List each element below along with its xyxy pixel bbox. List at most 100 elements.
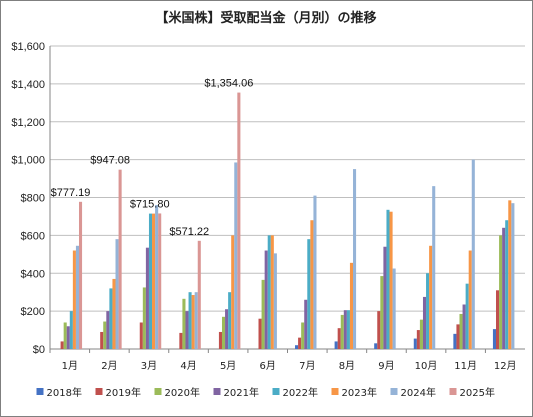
legend-swatch xyxy=(154,388,162,395)
legend-swatch xyxy=(272,388,280,395)
data-label: $715.80 xyxy=(130,198,170,210)
bar-2019年-12月 xyxy=(496,290,500,349)
bar-2018年-12月 xyxy=(492,329,497,349)
bar-2021年-11月 xyxy=(462,304,466,349)
bar-2020年-11月 xyxy=(459,313,463,349)
legend-label: 2018年 xyxy=(47,386,82,399)
bar-2022年-3月 xyxy=(148,213,153,349)
bar-2020年-8月 xyxy=(340,314,344,349)
data-label: $947.08 xyxy=(90,155,130,167)
bar-2024年-1月 xyxy=(75,245,79,349)
data-label: $1,354.06 xyxy=(204,78,253,90)
bar-2021年-8月 xyxy=(343,310,347,349)
x-tick-label: 7月 xyxy=(299,360,315,372)
bar-2022年-8月 xyxy=(346,310,350,349)
bar-2020年-9月 xyxy=(380,276,384,349)
bar-2024年-6月 xyxy=(273,253,277,349)
bar-2025年-4月 xyxy=(197,240,201,349)
x-tick-label: 11月 xyxy=(454,360,477,372)
bar-2021年-7月 xyxy=(304,299,308,349)
x-tick-label: 8月 xyxy=(339,360,355,372)
bar-2023年-1月 xyxy=(72,250,76,349)
bar-2024年-12月 xyxy=(511,203,515,349)
bar-2018年-9月 xyxy=(374,343,378,349)
legend-label: 2019年 xyxy=(106,386,141,399)
bar-2025年-1月 xyxy=(78,201,83,349)
x-tick-label: 1月 xyxy=(62,360,78,372)
bar-2021年-2月 xyxy=(106,311,110,349)
bar-2023年-8月 xyxy=(349,262,354,349)
bar-2022年-12月 xyxy=(505,220,509,349)
bar-2018年-7月 xyxy=(295,345,299,349)
bar-2022年-11月 xyxy=(465,283,469,349)
bar-2023年-4月 xyxy=(191,295,195,349)
bar-2024年-5月 xyxy=(234,162,238,349)
bar-2022年-9月 xyxy=(386,209,390,349)
bar-2024年-2月 xyxy=(115,239,119,349)
bar-2022年-2月 xyxy=(109,288,113,349)
bar-2024年-10月 xyxy=(432,186,436,349)
bar-2021年-12月 xyxy=(502,227,506,349)
bar-2024年-4月 xyxy=(194,292,198,349)
bar-2024年-9月 xyxy=(392,268,396,349)
legend-swatch xyxy=(36,388,44,395)
bar-2023年-9月 xyxy=(389,211,393,349)
bar-2019年-5月 xyxy=(218,331,222,349)
bar-2018年-10月 xyxy=(413,338,417,349)
legend-label: 2021年 xyxy=(224,386,259,399)
legend-swatch xyxy=(95,388,103,395)
legend-swatch xyxy=(213,388,221,395)
bar-2019年-2月 xyxy=(100,331,104,349)
y-tick-label: $600 xyxy=(21,230,45,242)
bar-2019年-7月 xyxy=(298,337,302,349)
bar-2024年-3月 xyxy=(155,205,159,349)
legend-swatch xyxy=(449,388,457,395)
bar-2022年-7月 xyxy=(307,239,311,349)
legend-swatch xyxy=(331,388,339,395)
bar-2025年-3月 xyxy=(158,213,162,349)
bar-2018年-8月 xyxy=(334,341,338,349)
bar-2022年-6月 xyxy=(267,235,271,349)
bar-2022年-1月 xyxy=(69,311,73,349)
bar-2021年-4月 xyxy=(185,311,189,349)
bar-2021年-3月 xyxy=(145,247,149,349)
y-tick-label: $1,200 xyxy=(11,117,45,129)
y-tick-label: $800 xyxy=(21,193,45,205)
bar-2022年-10月 xyxy=(426,273,430,349)
x-tick-label: 9月 xyxy=(378,360,394,372)
y-tick-label: $400 xyxy=(21,268,45,280)
bar-2020年-3月 xyxy=(142,287,146,349)
bar-2019年-11月 xyxy=(456,324,460,349)
chart-title: 【米国株】受取配当金（月別）の推移 xyxy=(155,10,376,26)
x-tick-label: 10月 xyxy=(415,360,438,372)
bar-2023年-6月 xyxy=(270,235,274,349)
bar-2020年-4月 xyxy=(182,298,186,349)
x-tick-label: 2月 xyxy=(101,360,117,372)
bar-2019年-8月 xyxy=(337,328,341,349)
data-label: $571.22 xyxy=(169,226,209,238)
bar-2023年-3月 xyxy=(152,213,156,349)
bar-2020年-2月 xyxy=(103,321,107,349)
y-tick-label: $1,600 xyxy=(11,41,45,53)
bar-2022年-4月 xyxy=(188,292,192,349)
x-tick-label: 3月 xyxy=(141,360,157,372)
bar-2022年-5月 xyxy=(228,292,232,349)
bar-2024年-7月 xyxy=(313,195,317,349)
bar-2019年-4月 xyxy=(179,332,183,349)
bar-2019年-6月 xyxy=(258,318,262,349)
data-label: $777.19 xyxy=(51,187,91,199)
bar-2021年-1月 xyxy=(66,326,70,349)
x-tick-label: 6月 xyxy=(260,360,276,372)
bar-2025年-5月 xyxy=(237,92,241,349)
y-tick-label: $1,000 xyxy=(11,155,45,167)
bar-2018年-11月 xyxy=(453,333,457,349)
bar-2023年-5月 xyxy=(231,235,235,349)
bar-2021年-9月 xyxy=(383,246,387,349)
bar-2019年-9月 xyxy=(377,311,381,349)
legend-label: 2022年 xyxy=(283,386,318,399)
bar-2023年-11月 xyxy=(468,250,472,349)
bar-2020年-6月 xyxy=(261,279,265,349)
y-tick-label: $200 xyxy=(21,306,45,318)
